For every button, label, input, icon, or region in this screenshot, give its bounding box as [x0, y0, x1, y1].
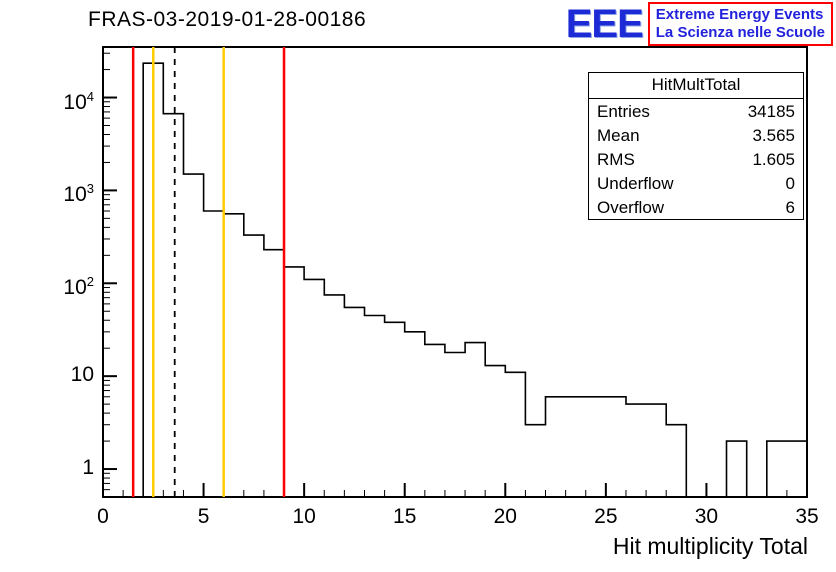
stats-row-underflow: Underflow 0 — [589, 171, 803, 195]
eee-logo-textbox: Extreme Energy Events La Scienza nelle S… — [647, 2, 833, 46]
stats-row-label: Underflow — [597, 173, 674, 193]
stats-row-value: 1.605 — [752, 149, 795, 169]
eee-logo-line2: La Scienza nelle Scuole — [655, 24, 825, 41]
stats-row-label: Mean — [597, 125, 640, 145]
x-axis-title: Hit multiplicity Total — [612, 533, 808, 559]
stats-row-value: 3.565 — [752, 125, 795, 145]
stats-box: HitMultTotal Entries 34185 Mean 3.565 RMS 1.6… — [588, 72, 804, 220]
stats-row-label: RMS — [597, 149, 635, 169]
stats-row-entries: Entries 34185 — [589, 99, 803, 123]
stats-box-header: HitMultTotal — [589, 73, 803, 99]
stats-row-value: 34185 — [747, 101, 795, 121]
stats-row-label: Overflow — [597, 197, 665, 217]
eee-logo-line1: Extreme Energy Events — [655, 6, 824, 23]
stats-box-rows: Entries 34185 Mean 3.565 RMS 1.605 Underflow 0 O… — [589, 99, 803, 219]
eee-logo-letters: EEE — [565, 2, 644, 46]
stats-row-value: 0 — [785, 173, 795, 193]
plot-title: FRAS-03-2019-01-28-00186 — [88, 8, 367, 31]
plot-frame — [102, 46, 808, 498]
stats-row-rms: RMS 1.605 — [589, 147, 803, 171]
stats-row-label: Entries — [597, 101, 650, 121]
stats-row-mean: Mean 3.565 — [589, 123, 803, 147]
stats-row-overflow: Overflow 6 — [589, 195, 803, 219]
stats-row-value: 6 — [785, 197, 795, 217]
eee-logo: EEE Extreme Energy Events La Scienza nel… — [566, 2, 833, 46]
